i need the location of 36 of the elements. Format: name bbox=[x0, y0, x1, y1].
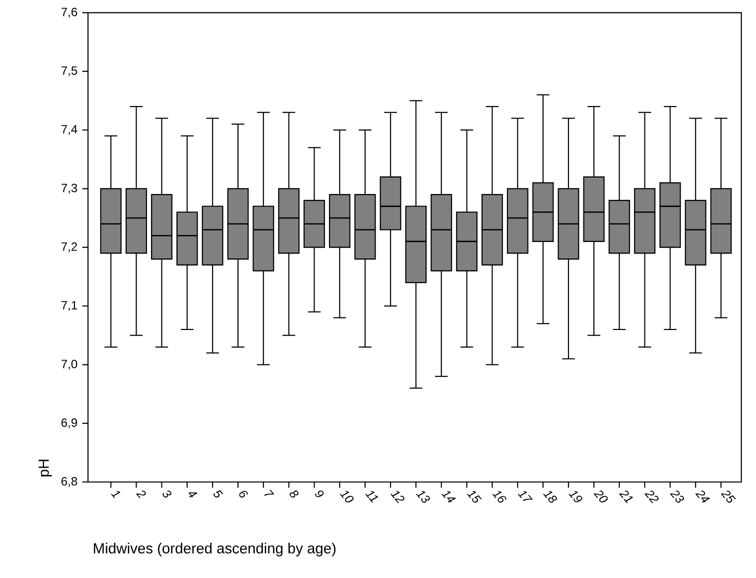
y-tick-label: 7,0 bbox=[62, 360, 78, 370]
x-tick-label: 1 bbox=[110, 490, 120, 498]
y-axis-title: pH bbox=[38, 460, 52, 476]
y-tick-label: 7,2 bbox=[62, 242, 77, 252]
x-tick-label: 10 bbox=[340, 490, 354, 502]
x-tick-label: 23 bbox=[670, 490, 684, 503]
x-tick-label: 24 bbox=[695, 490, 710, 503]
x-tick-label: 21 bbox=[619, 490, 634, 504]
x-tick-label: 4 bbox=[188, 492, 198, 498]
x-tick-label: 22 bbox=[644, 490, 659, 504]
x-tick-label: 5 bbox=[214, 490, 224, 498]
y-tick-label: 7,3 bbox=[62, 184, 78, 194]
x-tick-label: 25 bbox=[720, 490, 736, 503]
y-tick-label: 7,5 bbox=[62, 66, 78, 76]
x-tick-label: 15 bbox=[466, 490, 482, 503]
y-tick-label: 6,9 bbox=[62, 418, 78, 428]
y-tick-label: 7,6 bbox=[62, 8, 78, 18]
x-tick-label: 17 bbox=[518, 490, 533, 502]
x-axis-title: Midwives (ordered ascending by age) bbox=[94, 542, 336, 556]
x-tick-label: 8 bbox=[290, 490, 299, 498]
x-tick-label: 13 bbox=[416, 490, 430, 503]
y-tick-label: 7,4 bbox=[62, 125, 78, 135]
x-tick-label: 14 bbox=[441, 490, 456, 503]
y-tick-label: 6,8 bbox=[62, 477, 78, 487]
x-tick-label: 2 bbox=[136, 490, 146, 498]
y-tick-label: 7,1 bbox=[62, 301, 78, 311]
x-tick-label: 7 bbox=[264, 490, 274, 496]
x-tick-label: 3 bbox=[162, 490, 172, 498]
x-tick-label: 6 bbox=[239, 490, 248, 498]
x-tick-label: 16 bbox=[492, 490, 506, 503]
x-tick-label: 20 bbox=[594, 490, 608, 502]
x-tick-label: 11 bbox=[365, 490, 378, 503]
x-tick-label: 9 bbox=[315, 490, 324, 498]
x-tick-label: 19 bbox=[568, 490, 582, 502]
x-tick-label: 12 bbox=[390, 491, 404, 504]
x-tick-label: 18 bbox=[543, 490, 558, 503]
